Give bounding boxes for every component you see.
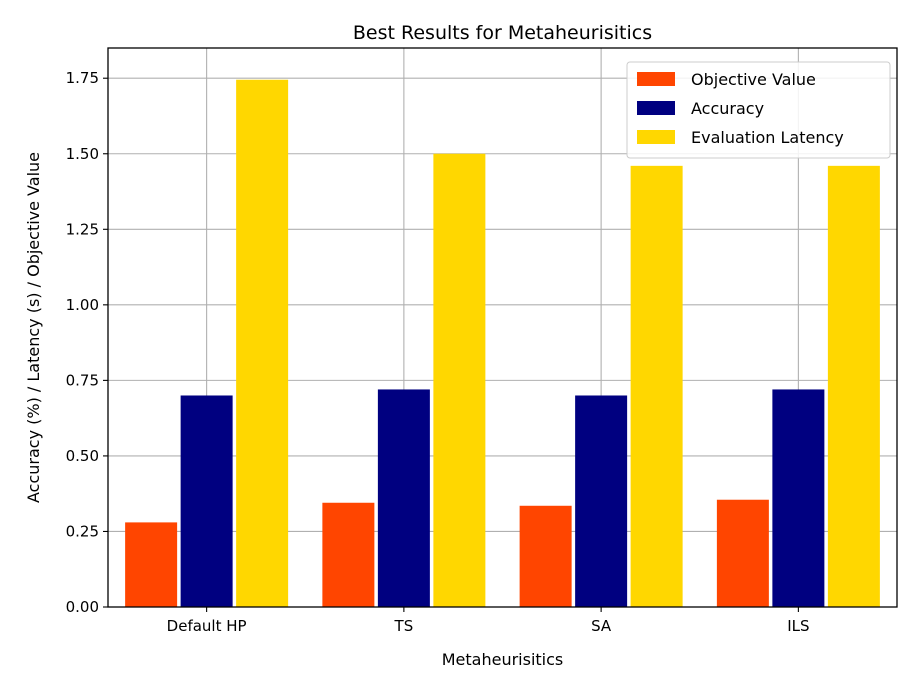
legend-box: [626, 61, 891, 159]
legend-label: Objective Value: [691, 70, 816, 89]
y-tick-label: 1.25: [66, 220, 99, 238]
y-tick-label: 1.75: [66, 69, 99, 87]
bar-evaluation-latency-default-hp: [236, 79, 289, 607]
x-tick-label: SA: [591, 617, 612, 635]
bar-objective-value-ts: [322, 502, 375, 607]
bar-objective-value-sa: [519, 505, 572, 607]
legend-swatch: [637, 130, 675, 144]
bar-evaluation-latency-sa: [630, 165, 683, 607]
bar-accuracy-default-hp: [180, 395, 233, 607]
y-tick-label: 1.50: [66, 145, 99, 163]
bar-accuracy-ts: [377, 389, 430, 607]
bar-accuracy-sa: [575, 395, 628, 607]
bar-evaluation-latency-ils: [827, 165, 880, 607]
bar-accuracy-ils: [772, 389, 825, 607]
y-axis-title: Accuracy (%) / Latency (s) / Objective V…: [24, 152, 43, 503]
bar-objective-value-ils: [716, 499, 769, 607]
legend: Objective Value Accuracy Evaluation Latenc…: [626, 61, 891, 159]
x-axis-title: Metaheurisitics: [442, 650, 564, 669]
y-tick-label: 0.75: [66, 371, 99, 389]
x-tick-label: TS: [394, 617, 414, 635]
y-tick-label: 0.00: [66, 598, 99, 616]
legend-label: Accuracy: [691, 99, 764, 118]
y-tick-label: 1.00: [66, 296, 99, 314]
x-tick-label: Default HP: [167, 617, 247, 635]
plot-frame: [107, 47, 898, 608]
chart-title: Best Results for Metaheurisitics: [353, 22, 652, 44]
x-tick-label: ILS: [787, 617, 809, 635]
bar-objective-value-default-hp: [125, 522, 178, 607]
legend-swatch: [637, 101, 675, 115]
y-tick-label: 0.50: [66, 447, 99, 465]
legend-label: Evaluation Latency: [691, 128, 844, 147]
bar-evaluation-latency-ts: [433, 153, 486, 607]
bars: [125, 79, 880, 607]
y-tick-label: 0.25: [66, 522, 99, 540]
axis-ticks: 0.00 0.25 0.50 0.75 1.00 1.25 1.50 1.75 Default …: [66, 69, 810, 635]
legend-swatch: [637, 72, 675, 86]
